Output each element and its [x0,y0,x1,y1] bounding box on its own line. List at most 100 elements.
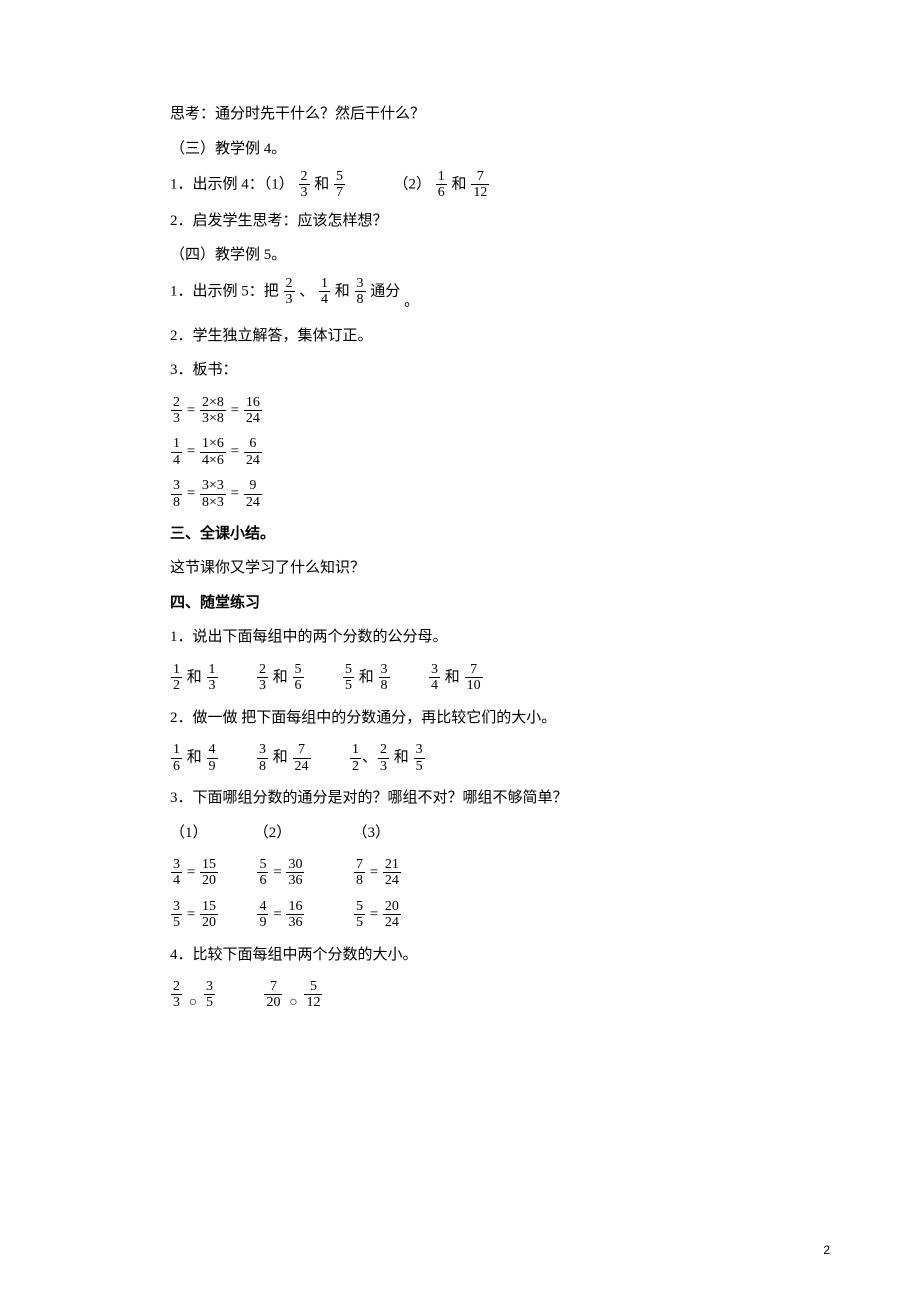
paragraph: 思考：通分时先干什么？然后干什么？ [170,100,760,129]
fraction: 23 [171,395,182,427]
text: 和 [273,750,288,766]
page-number: 2 [823,1239,830,1262]
text: 和 [314,177,329,193]
fraction: 720 [264,979,282,1011]
text: 和 [335,283,350,299]
paragraph: 4．比较下面每组中两个分数的大小。 [170,941,760,970]
paragraph: 2．做一做 把下面每组中的分数通分，再比较它们的大小。 [170,704,760,733]
fraction: 57 [334,169,345,201]
heading: 三、全课小结。 [170,520,760,549]
text: 和 [445,670,460,686]
fraction: 49 [257,899,268,931]
text: 1．出示例 5：把 [170,283,279,299]
fraction: 78 [354,857,365,889]
fraction: 712 [471,169,489,201]
fraction: 924 [244,478,262,510]
equals: = [231,402,239,418]
example-5: 1．出示例 5：把 23 、 14 和 38 通分 。 [170,276,760,316]
fraction: 14 [171,436,182,468]
equals: = [370,906,378,922]
equals: = [231,444,239,460]
equals: = [187,444,195,460]
fraction: 38 [257,742,268,774]
fraction: 16 [171,742,182,774]
fraction: 2124 [383,857,401,889]
work-row: 23 = 2×83×8 = 1624 [170,395,760,427]
section-heading: （四）教学例 5。 [170,241,760,270]
work-row: 14 = 1×64×6 = 624 [170,436,760,468]
fraction: 23 [171,979,182,1011]
fraction: 34 [429,662,440,694]
fraction: 23 [299,169,310,201]
check-row: 35 = 1520 49 = 1636 55 = 2024 [170,899,760,931]
fraction: 3036 [286,857,304,889]
text: 和 [359,670,374,686]
circle-icon: ○ [189,990,197,1017]
fraction: 3×38×3 [200,478,226,510]
fraction: 49 [207,742,218,774]
text: 和 [273,670,288,686]
fraction: 38 [379,662,390,694]
equals: = [187,865,195,881]
text: 和 [187,670,202,686]
paragraph: 3．下面哪组分数的通分是对的？哪组不对？哪组不够简单？ [170,784,760,813]
fraction: 512 [304,979,322,1011]
fraction: 12 [350,742,361,774]
text: （2） [254,819,349,848]
fraction: 1624 [244,395,262,427]
text: 和 [187,750,202,766]
fraction: 1520 [200,899,218,931]
fraction: 1520 [200,857,218,889]
equals: = [273,906,281,922]
fraction: 624 [244,436,262,468]
fraction: 38 [355,276,366,308]
text: 通分 [370,283,400,299]
fraction: 55 [343,662,354,694]
fraction: 1×64×6 [200,436,226,468]
fraction: 710 [465,662,483,694]
equals: = [187,486,195,502]
equals: = [187,402,195,418]
text: 和 [394,750,409,766]
paragraph: 3．板书： [170,356,760,385]
fraction: 23 [284,276,295,308]
text: （3） [353,819,391,848]
paragraph: 2．启发学生思考：应该怎样想？ [170,207,760,236]
fraction: 34 [171,857,182,889]
equals: = [370,865,378,881]
fraction: 14 [319,276,330,308]
fraction: 38 [171,478,182,510]
group-row: 16 和 49 38 和 724 12、23 和 35 [170,742,760,774]
fraction: 35 [414,742,425,774]
text: 、 [362,750,377,766]
text: 1．出示例 4：（1） [170,177,294,193]
paragraph: 这节课你又学习了什么知识？ [170,554,760,583]
circle-icon: ○ [289,990,297,1017]
fraction: 23 [378,742,389,774]
compare-row: 23 ○ 35 720 ○ 512 [170,979,760,1017]
fraction: 35 [171,899,182,931]
fraction: 1636 [286,899,304,931]
check-row: 34 = 1520 56 = 3036 78 = 2124 [170,857,760,889]
fraction: 13 [207,662,218,694]
fraction: 55 [354,899,365,931]
text: （1） [170,819,250,848]
fraction: 724 [293,742,311,774]
work-row: 38 = 3×38×3 = 924 [170,478,760,510]
group-row: 12 和 13 23 和 56 55 和 38 34 和 710 [170,662,760,694]
example-4: 1．出示例 4：（1） 23 和 57 （2） 16 和 712 [170,169,760,201]
paragraph: 1．说出下面每组中的两个分数的公分母。 [170,623,760,652]
heading: 四、随堂练习 [170,589,760,618]
fraction: 2×83×8 [200,395,226,427]
text: （2） [394,177,432,193]
fraction: 2024 [383,899,401,931]
subhead-row: （1） （2） （3） [170,819,760,848]
section-heading: （三）教学例 4。 [170,135,760,164]
equals: = [187,906,195,922]
fraction: 56 [257,857,268,889]
paragraph: 2．学生独立解答，集体订正。 [170,322,760,351]
equals: = [231,486,239,502]
fraction: 56 [293,662,304,694]
equals: = [273,865,281,881]
fraction: 12 [171,662,182,694]
